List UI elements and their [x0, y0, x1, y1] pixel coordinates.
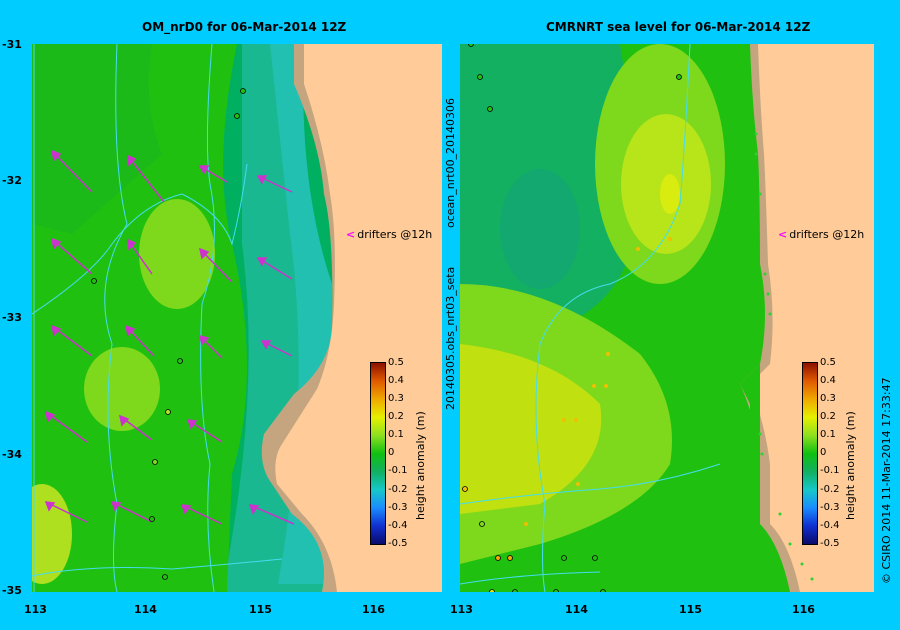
colorbar-tick-label: -0.1 — [820, 465, 840, 476]
colorbar-tick-label: 0 — [820, 447, 827, 458]
colorbar-tick-label: 0.3 — [820, 393, 836, 404]
y-tick-label: -34 — [2, 448, 22, 461]
copyright-footer: © CSIRO 2014 11-Mar-2014 17:33:47 — [880, 377, 893, 584]
colorbar-tick-label: 0.1 — [820, 429, 836, 440]
drifter-arrow-icon: < — [346, 228, 356, 241]
y-tick-label: -35 — [2, 584, 22, 597]
model-run-label: ocean_nrt00_20140306 — [444, 97, 457, 228]
x-tick-label: 113 — [450, 603, 473, 616]
colorbar-tick-label: -0.3 — [388, 502, 408, 513]
colorbar-tick-label: -0.4 — [388, 520, 408, 531]
drifter-arrow-icon: < — [778, 228, 788, 241]
y-tick-label: -32 — [2, 174, 22, 187]
colorbar-tick-label: 0.5 — [388, 357, 404, 368]
x-tick-label: 116 — [792, 603, 815, 616]
x-tick-label: 113 — [24, 603, 47, 616]
colorbar-tick-label: 0.4 — [820, 375, 836, 386]
colorbar-tick-label: -0.5 — [820, 538, 840, 549]
right-map-panel[interactable] — [460, 44, 874, 592]
colorbar-tick-label: -0.3 — [820, 502, 840, 513]
x-tick-label: 115 — [679, 603, 702, 616]
colorbar-tick-label: -0.4 — [820, 520, 840, 531]
y-tick-label: -31 — [2, 38, 22, 51]
left-map-title: OM_nrD0 for 06-Mar-2014 12Z — [142, 20, 347, 34]
colorbar-tick-label: 0.2 — [388, 411, 404, 422]
colorbar-right-title: height anomaly (m) — [844, 411, 857, 520]
colorbar-left-title: height anomaly (m) — [414, 411, 427, 520]
left-map-panel[interactable] — [32, 44, 442, 592]
x-tick-label: 116 — [362, 603, 385, 616]
drifters-legend-right: < drifters @12h — [778, 228, 864, 241]
colorbar-tick-label: 0 — [388, 447, 395, 458]
x-tick-label: 115 — [249, 603, 272, 616]
colorbar-tick-label: 0.2 — [820, 411, 836, 422]
colorbar-left — [370, 362, 386, 545]
colorbar-tick-label: 0.3 — [388, 393, 404, 404]
x-tick-label: 114 — [565, 603, 588, 616]
colorbar-right — [802, 362, 818, 545]
x-tick-label: 114 — [134, 603, 157, 616]
colorbar-tick-label: -0.1 — [388, 465, 408, 476]
colorbar-tick-label: -0.2 — [820, 484, 840, 495]
colorbar-tick-label: 0.1 — [388, 429, 404, 440]
colorbar-tick-label: -0.5 — [388, 538, 408, 549]
colorbar-tick-label: 0.4 — [388, 375, 404, 386]
colorbar-tick-label: -0.2 — [388, 484, 408, 495]
colorbar-tick-label: 0.5 — [820, 357, 836, 368]
y-tick-label: -33 — [2, 311, 22, 324]
observation-run-label: 20140305.obs_nrt03_seta — [444, 266, 457, 410]
drifters-legend-left: < drifters @12h — [346, 228, 432, 241]
right-map-title: CMRNRT sea level for 06-Mar-2014 12Z — [546, 20, 811, 34]
drifters-label: drifters @12h — [357, 228, 433, 241]
drifters-label: drifters @12h — [789, 228, 865, 241]
